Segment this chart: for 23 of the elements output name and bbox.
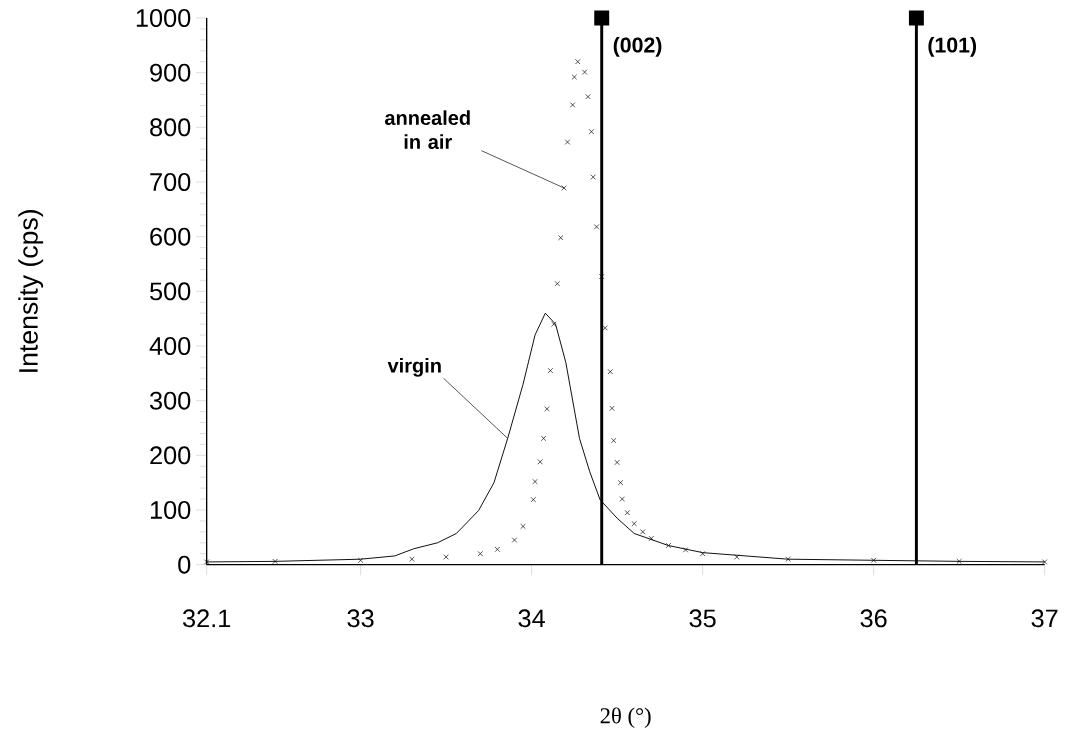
y-tick-label: 0 [178,555,191,574]
x-tick-label: 36 [860,609,887,628]
y-tick-label: 900 [150,63,191,82]
x-axis-title: 2θ (°) [600,707,651,729]
y-tick-label: 300 [149,391,191,410]
y-tick-label: 400 [149,337,191,355]
y-tick-label: 1000 [136,9,191,27]
y-tick-label: 500 [150,282,191,301]
y-tick-label: 100 [150,501,191,519]
x-tick-label: 34 [518,609,545,628]
x-tick-label: 35 [689,609,716,628]
annotation: (101) [928,36,977,57]
x-tick-label: 33 [347,609,374,628]
y-axis-title: Intensity (cps) [18,210,44,372]
x-tick-label: 32.1 [182,609,231,628]
annotation: annealed in air [385,110,470,149]
y-tick-label: 700 [150,173,191,191]
annotation: (002) [613,36,662,57]
x-tick-label: 37 [1031,609,1058,628]
y-tick-label: 800 [150,118,191,137]
y-tick-label: 200 [150,446,191,465]
y-tick-label: 600 [150,227,191,246]
annotation: virgin [387,357,441,377]
